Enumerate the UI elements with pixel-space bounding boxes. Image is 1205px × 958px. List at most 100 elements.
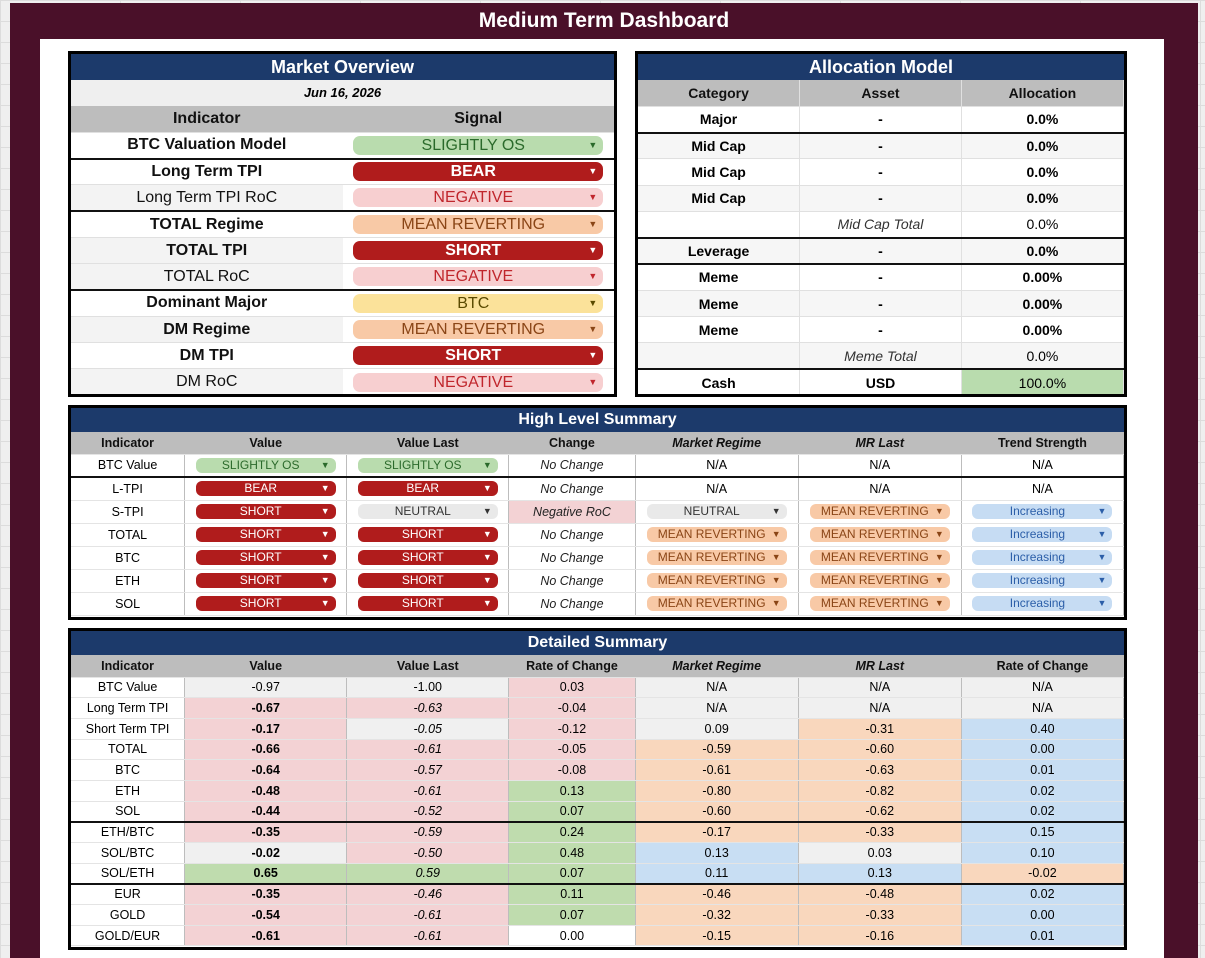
table-row: Mid Cap -0.0% bbox=[638, 131, 1124, 160]
indicator-cell: GOLD/EUR bbox=[71, 925, 186, 947]
value-last-dropdown[interactable]: NEUTRAL ▼ bbox=[357, 504, 498, 519]
trend-strength-dropdown[interactable]: Increasing ▼ bbox=[972, 527, 1113, 542]
indicator-cell: Short Term TPI bbox=[71, 718, 186, 740]
mr-last-value: MEAN REVERTING bbox=[820, 573, 929, 587]
signal-dropdown[interactable]: NEGATIVE ▼ bbox=[353, 188, 604, 208]
mr-last-value: MEAN REVERTING bbox=[820, 550, 929, 564]
mr-last-value: MEAN REVERTING bbox=[820, 504, 929, 518]
trend-strength-value: Increasing bbox=[1009, 573, 1066, 587]
signal-dropdown[interactable]: BEAR ▼ bbox=[353, 162, 604, 182]
rate-of-change-2-cell: 0.01 bbox=[961, 925, 1124, 947]
value-last-dropdown[interactable]: SHORT ▼ bbox=[357, 596, 498, 611]
rate-of-change-cell: 0.13 bbox=[508, 780, 636, 802]
asset-cell: - bbox=[799, 131, 962, 160]
value-last-dropdown[interactable]: SLIGHTLY OS ▼ bbox=[357, 457, 498, 473]
value-last-cell: -0.46 bbox=[346, 882, 510, 906]
mr-last-cell: -0.60 bbox=[798, 739, 962, 761]
mr-last-dropdown[interactable]: MEAN REVERTING ▼ bbox=[809, 504, 950, 519]
value-value: SLIGHTLY OS bbox=[221, 457, 300, 472]
allocation-cell: 0.0% bbox=[961, 131, 1124, 160]
value-cell: -0.97 bbox=[184, 677, 348, 699]
mr-last-cell: 0.13 bbox=[798, 863, 962, 885]
value-last-dropdown[interactable]: SHORT ▼ bbox=[357, 550, 498, 565]
signal-value: BEAR bbox=[450, 163, 496, 181]
signal-dropdown[interactable]: NEGATIVE ▼ bbox=[353, 267, 604, 287]
value-last-dropdown[interactable]: SHORT ▼ bbox=[357, 573, 498, 588]
signal-cell: NEGATIVE ▼ bbox=[342, 184, 614, 212]
value-dropdown[interactable]: BEAR ▼ bbox=[195, 481, 336, 497]
trend-strength-dropdown[interactable]: Increasing ▼ bbox=[972, 550, 1113, 565]
value-last-cell: SHORT ▼ bbox=[346, 546, 510, 570]
value-last-cell: BEAR ▼ bbox=[346, 476, 510, 501]
col-rate-of-change: Rate of Change bbox=[508, 655, 636, 678]
market-regime-value: MEAN REVERTING bbox=[657, 527, 766, 541]
table-row: Mid Cap -0.0% bbox=[638, 158, 1124, 186]
dropdown-arrow-icon: ▼ bbox=[320, 529, 330, 539]
asset-cell: - bbox=[799, 158, 962, 186]
indicator-cell: BTC bbox=[71, 546, 186, 570]
market-regime-dropdown[interactable]: NEUTRAL ▼ bbox=[646, 504, 787, 519]
table-row: Dominant Major BTC ▼ bbox=[71, 289, 614, 317]
value-dropdown[interactable]: SHORT ▼ bbox=[195, 573, 336, 588]
rate-of-change-2-cell: -0.02 bbox=[961, 863, 1124, 885]
allocation-cell: 0.0% bbox=[961, 236, 1124, 265]
dropdown-arrow-icon: ▼ bbox=[320, 459, 330, 470]
signal-dropdown[interactable]: SHORT ▼ bbox=[353, 241, 604, 261]
mr-last-dropdown[interactable]: MEAN REVERTING ▼ bbox=[809, 527, 950, 542]
table-row: BTC SHORT ▼ SHORT ▼ No Change MEAN REVERTING ▼ M… bbox=[71, 546, 1124, 570]
signal-dropdown[interactable]: SLIGHTLY OS ▼ bbox=[353, 135, 604, 155]
value-last-value: SHORT bbox=[401, 550, 444, 564]
value-dropdown[interactable]: SHORT ▼ bbox=[195, 550, 336, 565]
value-value: SHORT bbox=[239, 504, 282, 518]
value-last-cell: -0.63 bbox=[346, 697, 510, 719]
value-last-dropdown[interactable]: BEAR ▼ bbox=[357, 481, 498, 497]
mr-last-dropdown[interactable]: MEAN REVERTING ▼ bbox=[809, 573, 950, 588]
signal-dropdown[interactable]: BTC ▼ bbox=[353, 293, 604, 313]
allocation-cell: 0.00% bbox=[961, 290, 1124, 318]
value-dropdown[interactable]: SLIGHTLY OS ▼ bbox=[195, 457, 336, 473]
dropdown-arrow-icon: ▼ bbox=[771, 575, 781, 585]
market-regime-dropdown[interactable]: MEAN REVERTING ▼ bbox=[646, 573, 787, 588]
signal-dropdown[interactable]: MEAN REVERTING ▼ bbox=[353, 215, 604, 235]
value-dropdown[interactable]: SHORT ▼ bbox=[195, 596, 336, 611]
indicator-cell: BTC Value bbox=[71, 454, 186, 478]
indicator-cell: SOL/BTC bbox=[71, 842, 186, 864]
col-market-regime: Market Regime bbox=[635, 432, 799, 455]
market-regime-cell: N/A bbox=[635, 677, 799, 699]
mr-last-dropdown[interactable]: MEAN REVERTING ▼ bbox=[809, 550, 950, 565]
market-regime-cell: -0.32 bbox=[635, 904, 799, 926]
dropdown-arrow-icon: ▼ bbox=[320, 552, 330, 562]
indicator-cell: EUR bbox=[71, 882, 186, 906]
signal-dropdown[interactable]: NEGATIVE ▼ bbox=[353, 372, 604, 392]
mr-last-cell: -0.31 bbox=[798, 718, 962, 740]
dropdown-arrow-icon: ▼ bbox=[934, 575, 944, 585]
trend-strength-dropdown[interactable]: Increasing ▼ bbox=[972, 596, 1113, 611]
signal-dropdown[interactable]: SHORT ▼ bbox=[353, 346, 604, 366]
table-row: GOLD -0.54 -0.61 0.07 -0.32 -0.33 0.00 bbox=[71, 904, 1124, 926]
market-regime-cell: 0.11 bbox=[635, 863, 799, 885]
rate-of-change-cell: 0.48 bbox=[508, 842, 636, 864]
market-regime-cell: NEUTRAL ▼ bbox=[635, 500, 799, 524]
value-dropdown[interactable]: SHORT ▼ bbox=[195, 527, 336, 542]
table-row: BTC -0.64 -0.57 -0.08 -0.61 -0.63 0.01 bbox=[71, 759, 1124, 781]
signal-dropdown[interactable]: MEAN REVERTING ▼ bbox=[353, 320, 604, 340]
value-cell: -0.64 bbox=[184, 759, 348, 781]
trend-strength-dropdown[interactable]: Increasing ▼ bbox=[972, 504, 1113, 519]
value-dropdown[interactable]: SHORT ▼ bbox=[195, 504, 336, 519]
indicator-label: DM TPI bbox=[71, 342, 343, 370]
mr-last-dropdown[interactable]: MEAN REVERTING ▼ bbox=[809, 596, 950, 611]
mr-last-cell: N/A bbox=[798, 476, 962, 501]
market-regime-dropdown[interactable]: MEAN REVERTING ▼ bbox=[646, 596, 787, 611]
trend-strength-dropdown[interactable]: Increasing ▼ bbox=[972, 573, 1113, 588]
rate-of-change-2-cell: N/A bbox=[961, 697, 1124, 719]
rate-of-change-2-cell: 0.10 bbox=[961, 842, 1124, 864]
value-last-dropdown[interactable]: SHORT ▼ bbox=[357, 527, 498, 542]
value-last-value: SLIGHTLY OS bbox=[383, 457, 462, 472]
mr-last-value: MEAN REVERTING bbox=[820, 596, 929, 610]
market-regime-dropdown[interactable]: MEAN REVERTING ▼ bbox=[646, 527, 787, 542]
value-cell: -0.54 bbox=[184, 904, 348, 926]
table-row: ETH SHORT ▼ SHORT ▼ No Change MEAN REVERTING ▼ M… bbox=[71, 569, 1124, 593]
indicator-cell: BTC Value bbox=[71, 677, 186, 699]
market-regime-dropdown[interactable]: MEAN REVERTING ▼ bbox=[646, 550, 787, 565]
mr-last-cell: -0.33 bbox=[798, 820, 962, 843]
